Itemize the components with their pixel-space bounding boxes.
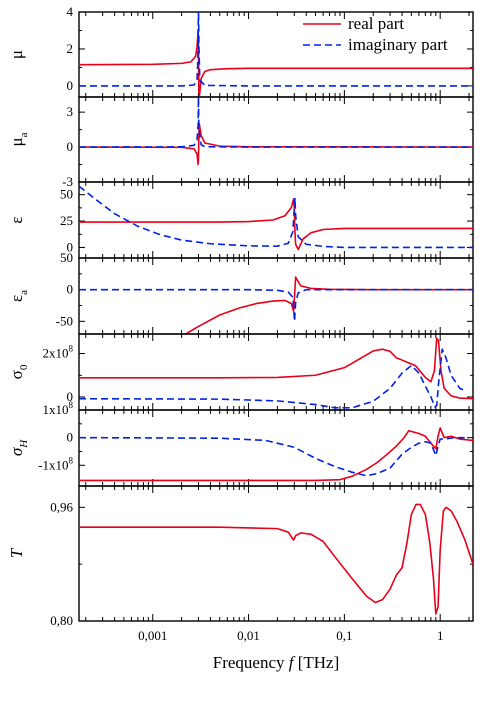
y-tick-label: 0,80: [50, 613, 73, 628]
y-tick-label: -50: [56, 313, 73, 328]
y-tick-label: 1x108: [43, 400, 74, 417]
y-tick-label: 50: [60, 250, 73, 265]
x-tick-label: 1: [437, 628, 444, 643]
panel-frame-eps_a: [78, 257, 474, 335]
y-axis-label-eps: ε: [7, 216, 26, 223]
series-line-T-real: [79, 503, 473, 615]
y-tick-label: 0,96: [50, 499, 73, 514]
x-tick-label: 0,1: [336, 628, 352, 643]
panel-frame-mu_a: [78, 96, 474, 183]
y-tick-label: 50: [60, 187, 73, 202]
y-tick-label: -3: [62, 174, 73, 189]
series-line-sigma0-real: [79, 337, 473, 400]
series-line-sigmaH-real: [79, 427, 473, 482]
y-axis-label-sigmaH: σH: [7, 439, 30, 456]
y-tick-label: 0: [67, 139, 74, 154]
y-tick-label: 2x108: [43, 344, 74, 361]
series-line-mu_a-imaginary: [79, 97, 473, 148]
panel-frame-T: [78, 485, 474, 622]
series-line-mu_a-real: [79, 122, 473, 166]
series-line-eps-real: [79, 198, 473, 251]
y-tick-label: -1x108: [38, 455, 73, 472]
legend-label-imaginary: imaginary part: [348, 35, 448, 54]
panel-eps_a: -50 0 50 εa: [7, 250, 474, 335]
series-line-mu-real: [79, 29, 473, 96]
y-tick-label: 0: [67, 78, 74, 93]
panel-frame-sigmaH: [78, 409, 474, 487]
series-line-sigmaH-imaginary: [79, 436, 465, 477]
series-line-eps_a-real: [184, 276, 473, 334]
y-tick-label: 25: [60, 213, 73, 228]
y-tick-label: 3: [67, 104, 74, 119]
panel-T: 0,80 0,96 T: [7, 485, 474, 628]
y-axis-label-mu: μ: [7, 50, 26, 59]
y-axis-label-sigma0: σ0: [7, 364, 30, 379]
series-line-eps_a-imaginary: [79, 288, 473, 323]
y-axis-label-T: T: [7, 547, 26, 558]
x-axis: 0,001 0,01 0,1 1 Frequency f [THz]: [138, 628, 443, 672]
series-line-mu-imaginary: [79, 12, 473, 87]
y-axis-label-mu_a: μa: [7, 132, 30, 146]
y-tick-label: 0: [67, 389, 74, 404]
legend-label-real: real part: [348, 14, 404, 33]
panel-eps: 0 25 50 ε: [7, 181, 474, 259]
series-line-eps-imaginary: [79, 185, 473, 249]
y-tick-label: 0: [67, 430, 74, 445]
panel-sigmaH: -1x108 0 1x108 σH: [7, 400, 474, 487]
legend: real part imaginary part: [303, 14, 448, 54]
y-tick-label: 0: [67, 282, 74, 297]
x-axis-title: Frequency f [THz]: [213, 653, 340, 672]
y-tick-label: 4: [67, 4, 74, 19]
panel-sigma0: 0 2x108 σ0: [7, 333, 474, 411]
y-axis-label-eps_a: εa: [7, 290, 30, 302]
y-tick-label: 2: [67, 41, 74, 56]
x-tick-label: 0,01: [237, 628, 260, 643]
panel-frame-mu: [78, 11, 474, 98]
x-tick-label: 0,001: [138, 628, 167, 643]
chart-panels: 024μ-303μa02550ε-50050εa02x108σ0-1x10801…: [7, 4, 474, 628]
panel-mu_a: -3 0 3 μa: [7, 96, 474, 189]
y-tick-label: 0: [67, 239, 74, 254]
series-line-sigma0-imaginary: [79, 348, 465, 409]
